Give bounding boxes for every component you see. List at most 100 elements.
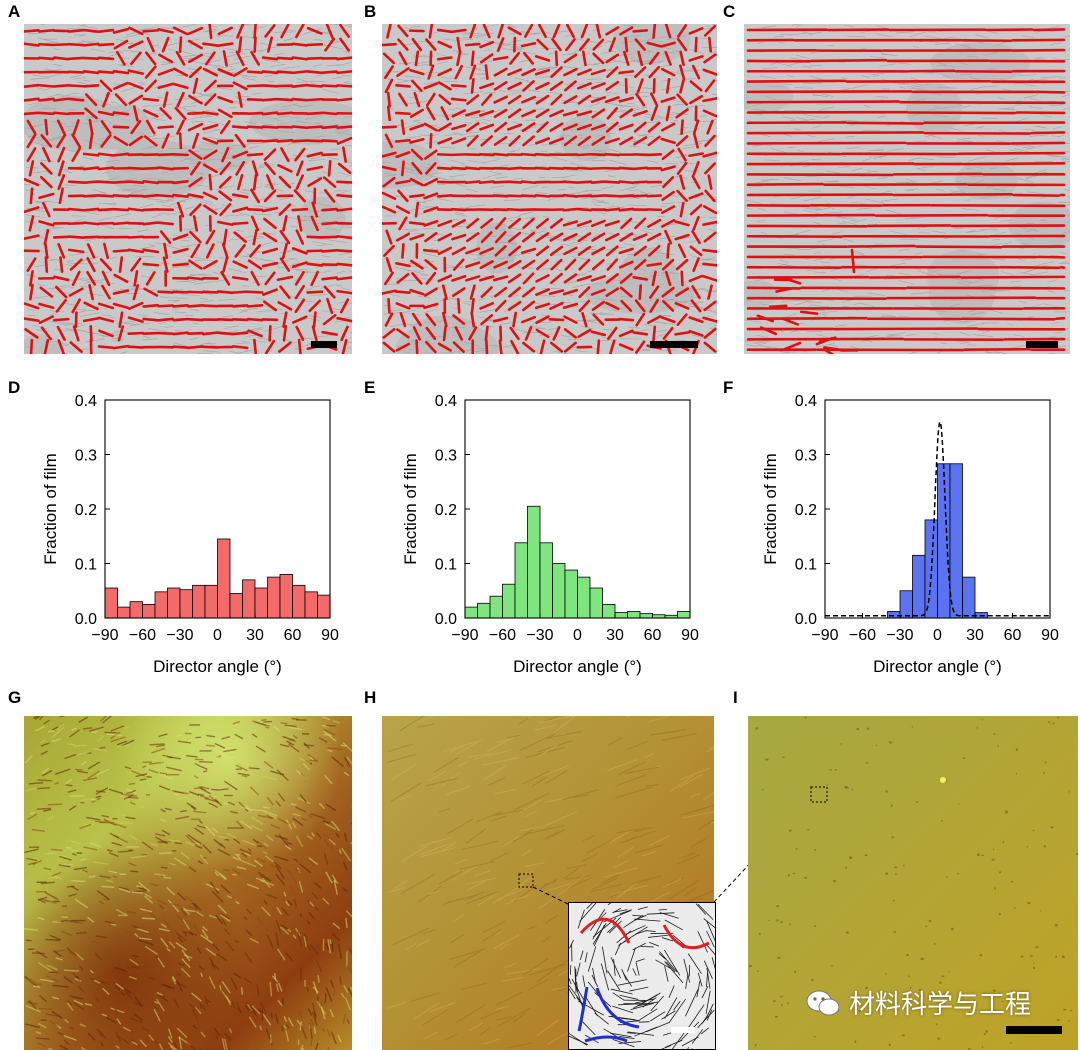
director-field-image-b <box>382 24 717 354</box>
x-tick-label: −60 <box>849 627 876 644</box>
y-tick-label: 0.2 <box>795 502 817 519</box>
histogram-bar <box>477 602 491 619</box>
wechat-icon <box>806 990 840 1015</box>
histogram-e: −90 −60 −30 0 30 60 90 0.0 0.1 0.2 0.3 0.4 Director … <box>401 393 699 676</box>
histogram-bar <box>677 611 691 619</box>
histogram-bar <box>279 573 293 619</box>
y-tick-label: 0.1 <box>75 557 97 574</box>
x-tick-label: 0 <box>213 627 222 644</box>
histogram-bar <box>104 587 118 619</box>
panel-label-d: D <box>8 378 21 397</box>
x-tick-label: 60 <box>1004 627 1022 644</box>
histogram-bar <box>962 576 976 619</box>
x-tick-label: 30 <box>606 627 624 644</box>
y-tick-label: 0.3 <box>435 448 457 465</box>
histogram-bar <box>204 584 218 619</box>
histogram-bar <box>192 584 206 619</box>
histogram-bar <box>217 538 231 619</box>
histogram-bar <box>899 590 913 619</box>
inset-red-arc-left <box>579 917 631 944</box>
histogram-bar <box>614 612 628 619</box>
histogram-f: −90 −60 −30 0 30 60 90 0.0 0.1 0.2 0.3 0.4 Director … <box>761 393 1059 676</box>
scale-bar-c <box>1026 341 1058 348</box>
panel-label-b: B <box>364 2 377 21</box>
x-tick-label: −90 <box>811 627 838 644</box>
panel-label-c: C <box>723 2 736 21</box>
x-tick-label: 0 <box>573 627 582 644</box>
histogram-bar <box>589 587 603 619</box>
histogram-bar <box>254 587 268 619</box>
y-tick-label: 0.2 <box>75 502 97 519</box>
histogram-bar <box>317 594 331 619</box>
panel-label-f: F <box>723 378 734 397</box>
panel-label-h: H <box>364 688 377 707</box>
x-tick-label: −90 <box>91 627 118 644</box>
x-tick-label: 60 <box>644 627 662 644</box>
x-tick-label: −30 <box>526 627 553 644</box>
inset-blue-arc-bottom <box>584 1035 628 1043</box>
y-tick-label: 0.4 <box>795 393 817 410</box>
histogram-bar <box>527 505 541 619</box>
histogram-bar <box>167 587 181 619</box>
histogram-bar <box>464 606 478 619</box>
x-tick-label: −90 <box>451 627 478 644</box>
watermark: 材料科学与工程 <box>805 984 1031 1021</box>
histogram-bar <box>154 591 168 619</box>
histogram-bar <box>229 593 243 619</box>
polarized-micrograph-i <box>748 716 1078 1050</box>
x-tick-label: 90 <box>1041 627 1059 644</box>
y-axis-label: Fraction of film <box>761 453 780 564</box>
histogram-bar <box>552 563 566 619</box>
histogram-bar <box>564 569 578 619</box>
x-tick-label: 0 <box>933 627 942 644</box>
histogram-bar <box>489 595 503 619</box>
histogram-bar <box>292 584 306 619</box>
y-tick-label: 0.3 <box>75 448 97 465</box>
panel-label-g: G <box>8 688 22 707</box>
director-field-image-a <box>24 24 352 354</box>
histogram-bar <box>242 579 256 619</box>
histogram-bar <box>577 576 591 619</box>
x-tick-label: 30 <box>246 627 264 644</box>
histogram-bar <box>602 603 616 619</box>
y-axis-label: Fraction of film <box>41 453 60 564</box>
y-tick-label: 0.0 <box>435 611 457 628</box>
y-tick-label: 0.1 <box>435 557 457 574</box>
panel-label-a: A <box>8 2 21 21</box>
x-axis-label: Director angle (°) <box>873 657 1002 676</box>
histogram-bar <box>267 576 281 619</box>
x-tick-label: −30 <box>886 627 913 644</box>
x-tick-label: 90 <box>681 627 699 644</box>
scale-bar-i <box>1006 1026 1062 1034</box>
scale-bar-b <box>650 341 698 348</box>
histogram-bar <box>639 613 653 619</box>
histogram-bar <box>949 463 963 619</box>
histogram-bar <box>142 603 156 619</box>
panel-label-i: I <box>733 688 738 707</box>
histogram-bar <box>539 542 553 619</box>
scale-bar-a <box>311 341 337 348</box>
x-tick-label: 60 <box>284 627 302 644</box>
y-tick-label: 0.3 <box>795 448 817 465</box>
histogram-bar <box>627 611 641 619</box>
histogram-bar <box>514 542 528 619</box>
inset-red-arc-right <box>662 924 710 949</box>
histogram-bar <box>129 601 143 619</box>
histogram-bar <box>912 554 926 619</box>
x-tick-label: −60 <box>129 627 156 644</box>
watermark-text: 材料科学与工程 <box>849 990 1032 1020</box>
histogram-bar <box>304 591 318 619</box>
y-tick-label: 0.4 <box>75 393 97 410</box>
y-tick-label: 0.1 <box>795 557 817 574</box>
y-tick-label: 0.4 <box>435 393 457 410</box>
y-tick-label: 0.2 <box>435 502 457 519</box>
x-tick-label: 30 <box>966 627 984 644</box>
polarized-micrograph-g <box>24 716 352 1050</box>
director-field-image-c <box>744 24 1070 354</box>
x-axis-label: Director angle (°) <box>513 657 642 676</box>
histogram-bar <box>937 463 951 619</box>
histogram-bar <box>502 583 516 619</box>
histogram-d: −90 −60 −30 0 30 60 90 0.0 0.1 0.2 0.3 0.4 Director … <box>41 393 339 676</box>
histogram-bar <box>117 606 131 619</box>
x-tick-label: −30 <box>166 627 193 644</box>
